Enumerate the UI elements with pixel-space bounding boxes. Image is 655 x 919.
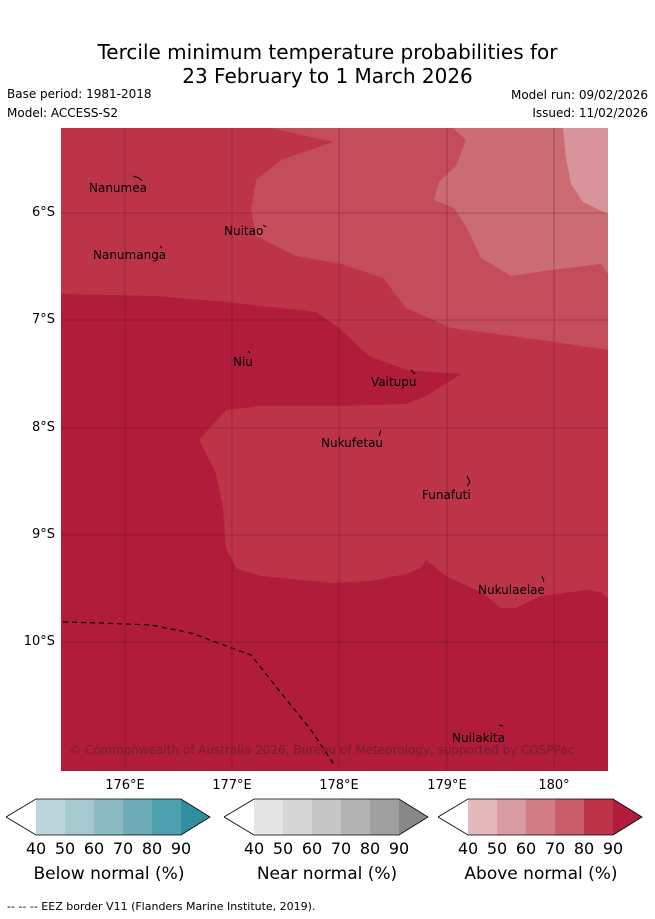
cbar-near-seg-1 xyxy=(254,799,283,835)
cbar-near-seg-4 xyxy=(341,799,370,835)
cbar-below-seg-6 xyxy=(181,799,210,835)
colorbar-near-normal xyxy=(223,798,430,842)
colorbar-above-normal xyxy=(437,798,644,842)
lon-label-177e: 177°E xyxy=(212,778,252,793)
island-niu xyxy=(247,350,251,354)
cbar-below-seg-2 xyxy=(65,799,94,835)
lat-label-8s: 8°S xyxy=(31,420,55,435)
cbar-below-tick: 50 xyxy=(54,839,76,858)
model-name: Model: ACCESS-S2 xyxy=(7,106,119,120)
probability-map: Nanumea Nuitao Nanumanga Niu Vaitupu Nuk… xyxy=(61,128,608,771)
island-nuitao xyxy=(262,224,267,228)
eez-legend-note: -- -- -- EEZ border V11 (Flanders Marine… xyxy=(7,900,316,913)
lon-label-179e: 179°E xyxy=(427,778,467,793)
colorbar-above-label: Above normal (%) xyxy=(464,864,618,884)
lon-label-176e: 176°E xyxy=(105,778,145,793)
cbar-below-tick: 90 xyxy=(170,839,192,858)
grid-lines xyxy=(61,128,608,771)
cbar-above-seg-0 xyxy=(438,799,468,835)
issued-date: Issued: 11/02/2026 xyxy=(532,106,648,120)
place-nuilakita: Nuilakita xyxy=(452,731,505,745)
cbar-near-tick: 70 xyxy=(330,839,352,858)
place-nanumea: Nanumea xyxy=(89,181,147,195)
cbar-below-tick: 40 xyxy=(25,839,47,858)
cbar-above-seg-5 xyxy=(584,799,613,835)
cbar-below-tick: 70 xyxy=(112,839,134,858)
colorbar-near-label: Near normal (%) xyxy=(256,864,398,884)
zone-above-90-north xyxy=(61,294,608,771)
place-nukufetau: Nukufetau xyxy=(321,436,384,450)
cbar-near-seg-2 xyxy=(283,799,312,835)
base-period: Base period: 1981-2018 xyxy=(7,87,152,101)
lon-label-178e: 178°E xyxy=(319,778,359,793)
copyright-notice: © Commonwealth of Australia 2026, Bureau… xyxy=(69,743,575,757)
island-vaitupu xyxy=(410,369,416,375)
cbar-near-tick: 90 xyxy=(388,839,410,858)
place-vaitupu: Vaitupu xyxy=(371,375,417,389)
cbar-above-tick: 50 xyxy=(486,839,508,858)
cbar-above-tick: 60 xyxy=(515,839,537,858)
cbar-near-seg-6 xyxy=(399,799,428,835)
cbar-above-tick: 70 xyxy=(544,839,566,858)
lat-label-6s: 6°S xyxy=(31,205,55,220)
place-funafuti: Funafuti xyxy=(422,488,471,502)
cbar-above-tick: 90 xyxy=(602,839,624,858)
place-niu: Niu xyxy=(233,355,253,369)
cbar-above-seg-2 xyxy=(497,799,526,835)
eez-border xyxy=(62,621,336,767)
map-title: Tercile minimum temperature probabilitie… xyxy=(0,40,655,88)
cbar-above-tick: 40 xyxy=(457,839,479,858)
cbar-below-seg-0 xyxy=(6,799,36,835)
cbar-below-seg-5 xyxy=(152,799,181,835)
island-funafuti xyxy=(466,475,471,487)
cbar-near-tick: 60 xyxy=(301,839,323,858)
island-outlines xyxy=(132,175,545,727)
place-nukulaelae: Nukulaelae xyxy=(478,583,545,597)
island-nukulaelae xyxy=(541,575,545,583)
cbar-near-seg-0 xyxy=(224,799,254,835)
cbar-near-seg-3 xyxy=(312,799,341,835)
lat-label-9s: 9°S xyxy=(31,527,55,542)
model-run: Model run: 09/02/2026 xyxy=(510,88,648,102)
cbar-below-tick: 80 xyxy=(141,839,163,858)
cbar-below-tick: 60 xyxy=(83,839,105,858)
cbar-near-seg-5 xyxy=(370,799,399,835)
cbar-above-seg-6 xyxy=(613,799,642,835)
place-nanumanga: Nanumanga xyxy=(93,248,167,262)
lat-label-7s: 7°S xyxy=(31,312,55,327)
cbar-above-seg-3 xyxy=(526,799,555,835)
lon-label-180: 180° xyxy=(538,778,570,793)
title-line-1: Tercile minimum temperature probabilitie… xyxy=(97,40,558,64)
cbar-below-seg-4 xyxy=(123,799,152,835)
colorbar-below-label: Below normal (%) xyxy=(33,864,185,884)
island-nanumanga xyxy=(159,245,163,249)
zone-above-60 xyxy=(434,128,608,276)
cbar-above-seg-1 xyxy=(468,799,497,835)
colorbar-below-normal xyxy=(5,798,212,842)
cbar-below-seg-1 xyxy=(36,799,65,835)
zone-above-50 xyxy=(563,128,608,214)
island-nukufetau xyxy=(378,429,382,437)
island-nuilakita xyxy=(498,724,504,727)
cbar-near-tick: 50 xyxy=(272,839,294,858)
title-line-2: 23 February to 1 March 2026 xyxy=(182,64,473,88)
lat-label-10s: 10°S xyxy=(23,634,55,649)
cbar-near-tick: 80 xyxy=(359,839,381,858)
cbar-above-seg-4 xyxy=(555,799,584,835)
cbar-below-seg-3 xyxy=(94,799,123,835)
cbar-near-tick: 40 xyxy=(243,839,265,858)
cbar-above-tick: 80 xyxy=(573,839,595,858)
island-nanumea xyxy=(132,175,143,182)
place-nuitao: Nuitao xyxy=(224,224,264,238)
